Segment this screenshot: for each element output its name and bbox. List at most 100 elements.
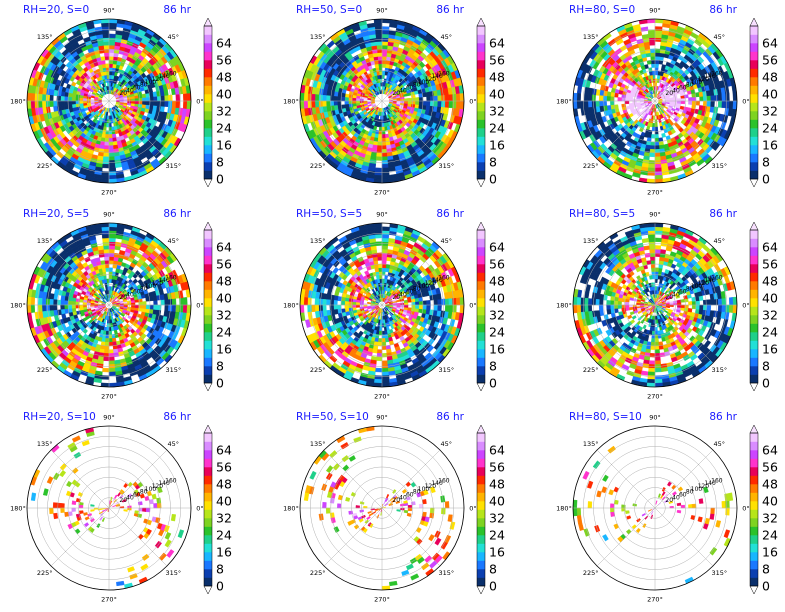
- field-cell: [101, 337, 106, 343]
- colorbar-tick-label: 48: [216, 274, 232, 289]
- field-cell: [344, 93, 350, 98]
- field-cell: [688, 100, 693, 105]
- field-cell: [101, 171, 110, 176]
- colorbar-segment: [204, 374, 212, 384]
- field-cell: [108, 26, 117, 31]
- field-cell: [101, 22, 110, 28]
- field-cell: [374, 29, 383, 35]
- field-cell: [654, 130, 659, 135]
- field-cell: [654, 29, 663, 35]
- field-cell: [71, 297, 77, 302]
- field-cell: [322, 94, 327, 102]
- field-cell: [56, 299, 62, 306]
- angle-tick-label: 225°: [310, 162, 326, 170]
- angular-gridline: [108, 42, 168, 102]
- field-cell: [108, 349, 114, 354]
- angle-tick-label: 180°: [10, 302, 26, 310]
- field-cell: [691, 96, 697, 102]
- field-cell: [106, 115, 110, 120]
- colorbar-extend-min: [476, 178, 486, 188]
- field-cell: [108, 163, 116, 169]
- field-cell: [587, 94, 593, 102]
- field-cell: [378, 134, 383, 139]
- field-cell: [437, 94, 442, 102]
- angle-tick-label: 180°: [283, 98, 299, 106]
- field-cell: [134, 100, 140, 105]
- field-cell: [104, 263, 110, 269]
- field-cell: [52, 304, 58, 311]
- field-cell: [385, 63, 390, 69]
- angular-gridline: [381, 42, 441, 102]
- colorbar-tick-label: 16: [216, 342, 232, 357]
- field-cell: [153, 300, 158, 306]
- field-cell: [108, 63, 113, 68]
- panel-time-label: 86 hr: [163, 208, 191, 220]
- colorbar-segment: [204, 306, 212, 316]
- angle-tick-label: 0°: [196, 98, 203, 106]
- field-cell: [717, 94, 723, 102]
- field-cell: [404, 98, 409, 102]
- field-cell: [377, 141, 383, 146]
- field-cell: [160, 299, 166, 306]
- field-cell: [374, 63, 379, 69]
- field-cell: [426, 96, 431, 102]
- field-cell: [307, 93, 312, 102]
- colorbar-segment: [750, 153, 758, 163]
- field-cell: [101, 230, 110, 235]
- field-cell: [374, 133, 379, 139]
- field-cell: [102, 333, 107, 339]
- field-cell: [108, 70, 113, 76]
- field-cell: [108, 56, 114, 61]
- field-cell: [376, 48, 383, 54]
- angle-tick-label: 270°: [101, 189, 117, 197]
- field-cell: [105, 134, 110, 139]
- field-cell: [186, 100, 191, 110]
- field-cell: [641, 106, 646, 110]
- colorbar-tick-label: 48: [489, 70, 505, 85]
- radial-tick-label: 20: [392, 90, 400, 97]
- colorbar-extend-max: [749, 17, 759, 27]
- field-cell: [699, 96, 704, 102]
- colorbar-tick-label: 16: [216, 138, 232, 153]
- field-cell: [654, 163, 662, 169]
- field-cell: [654, 137, 660, 143]
- field-cell: [340, 96, 346, 102]
- colorbar-tick-label: 24: [489, 121, 505, 136]
- field-cell: [310, 93, 316, 102]
- field-cell: [67, 304, 73, 310]
- field-cell: [415, 97, 420, 102]
- field-cell: [112, 133, 117, 139]
- field-cell: [171, 100, 177, 108]
- field-cell: [108, 267, 113, 272]
- colorbar-tick-label: 0: [489, 172, 497, 187]
- field-cell: [649, 148, 656, 154]
- field-cell: [628, 98, 633, 102]
- angular-gridline: [108, 100, 168, 160]
- field-cell: [137, 103, 143, 108]
- angle-tick-label: 90°: [376, 7, 388, 15]
- field-cell: [106, 82, 110, 87]
- colorbar-tick-label: 8: [762, 155, 770, 170]
- field-cell: [90, 302, 95, 306]
- field-cell: [153, 100, 158, 106]
- field-cell: [67, 300, 73, 306]
- polar-panel: 90°45°0°315°270°225°180°135°20 40 60 801001…: [283, 208, 477, 401]
- colorbar-tick-label: 0: [762, 172, 770, 187]
- field-cell: [104, 52, 110, 57]
- field-cell: [654, 52, 660, 57]
- field-cell: [108, 338, 113, 343]
- field-cell: [333, 100, 338, 106]
- colorbar-tick-label: 56: [762, 53, 778, 68]
- colorbar-tick-label: 8: [489, 155, 497, 170]
- colorbar-tick-label: 32: [489, 104, 505, 119]
- colorbar-segment: [750, 43, 758, 52]
- field-cell: [351, 97, 357, 102]
- field-cell: [113, 352, 120, 358]
- field-cell: [381, 26, 390, 31]
- colorbar-segment: [477, 170, 485, 180]
- field-cell: [159, 105, 165, 113]
- field-cell: [108, 44, 115, 50]
- panel-title: RH=20, S=0: [23, 4, 89, 16]
- colorbar-segment: [750, 60, 758, 69]
- field-cell: [30, 297, 36, 306]
